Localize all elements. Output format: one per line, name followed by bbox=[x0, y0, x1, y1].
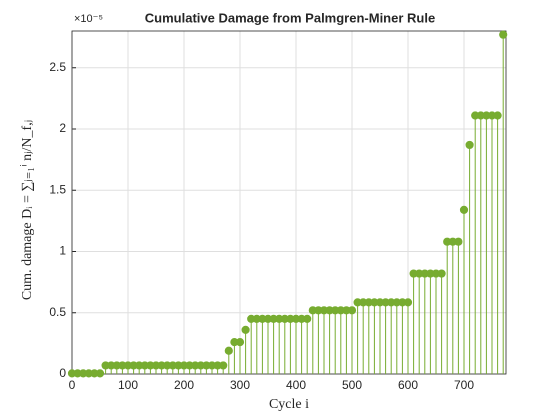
stem bbox=[95, 369, 105, 378]
y-tick-label: 0 bbox=[59, 366, 66, 380]
x-tick-label: 100 bbox=[118, 378, 138, 392]
stem bbox=[420, 269, 429, 374]
stem bbox=[135, 361, 144, 374]
stem bbox=[443, 237, 452, 374]
x-tick-label: 700 bbox=[454, 378, 474, 392]
stem bbox=[280, 314, 289, 374]
stem-marker bbox=[347, 306, 357, 315]
stem bbox=[426, 269, 435, 374]
y-tick-label: 0.5 bbox=[49, 305, 66, 319]
stem bbox=[314, 306, 323, 374]
stem bbox=[359, 298, 368, 374]
stem bbox=[252, 314, 261, 374]
stem-marker bbox=[303, 314, 312, 323]
stem bbox=[319, 306, 329, 374]
stem bbox=[230, 338, 239, 374]
stem bbox=[409, 269, 418, 374]
stem-marker bbox=[493, 111, 502, 120]
stem-marker bbox=[454, 237, 463, 246]
stem bbox=[79, 369, 88, 378]
stem bbox=[381, 298, 390, 374]
stem bbox=[403, 298, 413, 374]
stem-marker bbox=[437, 269, 446, 278]
stem bbox=[129, 361, 138, 374]
stem bbox=[493, 111, 502, 374]
stem bbox=[347, 306, 357, 374]
chart-title: Cumulative Damage from Palmgren-Miner Ru… bbox=[145, 10, 435, 25]
x-tick-label: 500 bbox=[342, 378, 362, 392]
stem bbox=[370, 298, 379, 374]
stem bbox=[297, 314, 306, 374]
stem bbox=[392, 298, 401, 374]
stem bbox=[364, 298, 373, 374]
stem-marker bbox=[465, 140, 474, 150]
stem bbox=[398, 298, 407, 374]
stem bbox=[146, 361, 155, 374]
x-tick-label: 0 bbox=[69, 378, 76, 392]
stem bbox=[235, 338, 245, 374]
stem bbox=[482, 111, 491, 374]
stem-marker bbox=[224, 346, 233, 355]
stem bbox=[471, 111, 480, 374]
stem bbox=[247, 314, 256, 374]
stem bbox=[499, 30, 508, 374]
x-tick-label: 600 bbox=[398, 378, 418, 392]
y-axis-label: Cum. damage Dᵢ = ∑ⱼ₌₁ⁱ nⱼ/N_f,ⱼ bbox=[20, 120, 35, 300]
stem-marker bbox=[95, 369, 105, 378]
stem bbox=[448, 237, 457, 374]
x-tick-label: 200 bbox=[174, 378, 194, 392]
stem-marker bbox=[219, 361, 228, 370]
x-axis-label: Cycle i bbox=[269, 397, 309, 412]
stem bbox=[140, 361, 149, 374]
stem-marker bbox=[235, 338, 245, 347]
stem bbox=[431, 269, 441, 374]
stem bbox=[336, 306, 345, 374]
stem bbox=[459, 205, 469, 374]
stem-marker bbox=[403, 298, 413, 307]
stem bbox=[437, 269, 446, 374]
x-tick-label: 300 bbox=[230, 378, 250, 392]
stem bbox=[224, 346, 233, 374]
stem-marker bbox=[459, 205, 469, 214]
stem bbox=[325, 306, 334, 374]
stem-marker bbox=[241, 325, 250, 334]
stem bbox=[465, 140, 474, 374]
stem bbox=[263, 314, 273, 374]
stem bbox=[174, 361, 183, 374]
x-tick-label: 400 bbox=[286, 378, 306, 392]
stem bbox=[303, 314, 312, 374]
stem bbox=[415, 269, 424, 374]
stem bbox=[454, 237, 463, 374]
stem bbox=[342, 306, 351, 374]
stem bbox=[219, 361, 228, 374]
stem bbox=[275, 314, 284, 374]
stem-marker bbox=[499, 30, 508, 39]
y-tick-label: 1 bbox=[59, 244, 66, 258]
y-tick-label: 1.5 bbox=[49, 182, 66, 196]
y-exponent: ×10⁻⁵ bbox=[74, 13, 103, 25]
stem bbox=[213, 361, 222, 374]
stem bbox=[112, 361, 121, 374]
stem bbox=[487, 111, 497, 374]
plot-frame bbox=[71, 30, 507, 375]
stem bbox=[286, 314, 295, 374]
stem bbox=[258, 314, 267, 374]
stem bbox=[387, 298, 396, 374]
stem bbox=[151, 361, 161, 374]
y-tick-label: 2.5 bbox=[49, 60, 66, 74]
stem bbox=[476, 111, 485, 374]
stem bbox=[331, 306, 340, 374]
stem bbox=[241, 325, 250, 374]
stem bbox=[291, 314, 301, 374]
stem bbox=[375, 298, 385, 374]
y-tick-label: 2 bbox=[59, 121, 66, 135]
stem bbox=[269, 314, 278, 374]
